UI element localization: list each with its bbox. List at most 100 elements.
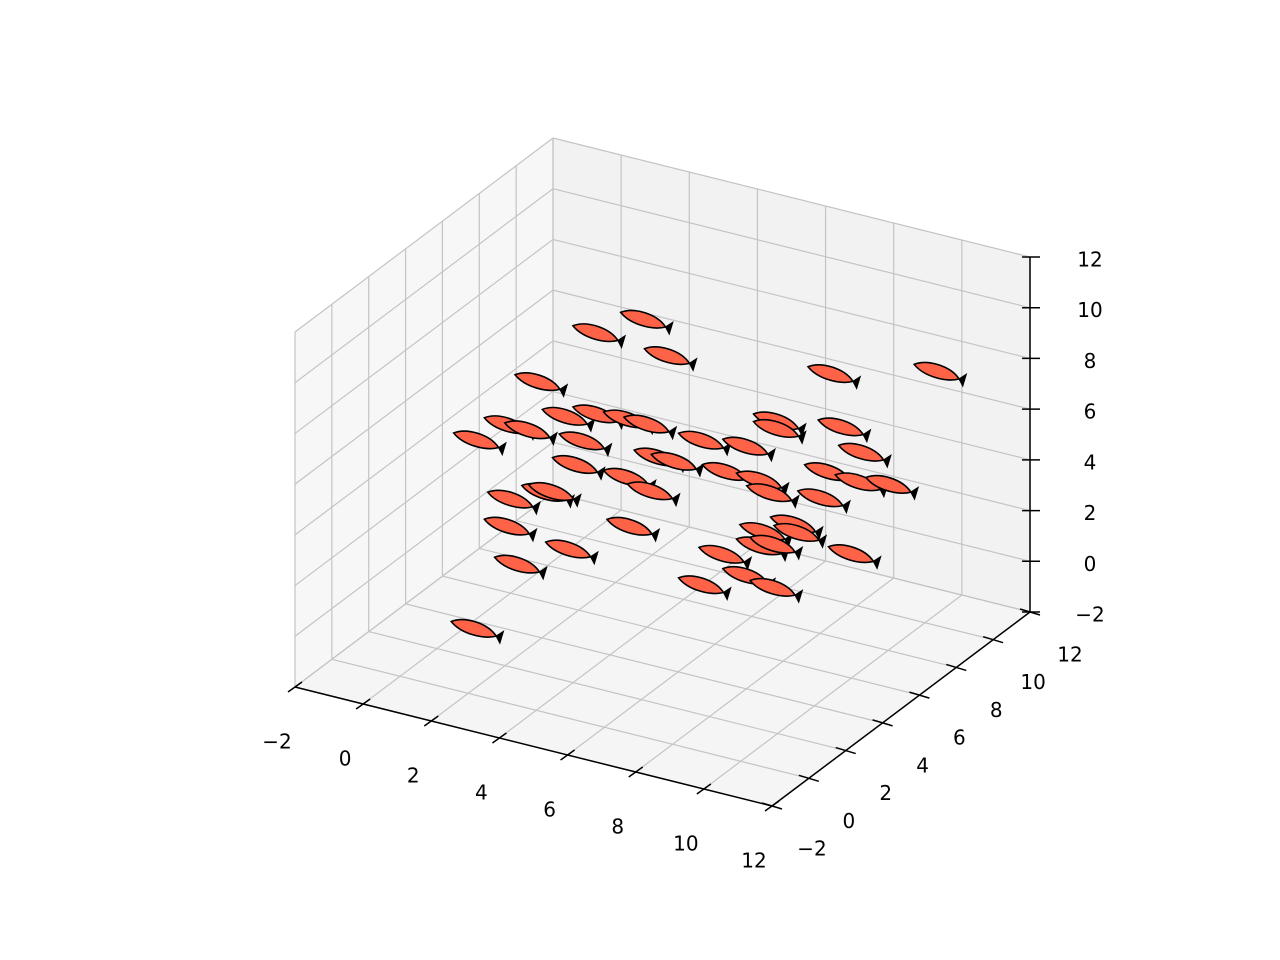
fish-tail bbox=[603, 442, 613, 458]
fish-tail bbox=[790, 494, 800, 509]
y-tick-label: −2 bbox=[797, 837, 826, 861]
fish-tail bbox=[882, 453, 892, 469]
fish-marker bbox=[513, 372, 569, 398]
fish-marker bbox=[745, 483, 800, 509]
fish-marker bbox=[721, 436, 776, 463]
fish-tail bbox=[722, 586, 732, 601]
fish-tail bbox=[794, 589, 804, 604]
fish-marker bbox=[571, 323, 627, 349]
z-tick-label: 4 bbox=[1084, 450, 1097, 474]
fish-tail bbox=[958, 372, 968, 388]
fish-tail bbox=[664, 320, 674, 336]
x-tick bbox=[423, 715, 439, 727]
grid-line bbox=[294, 441, 554, 637]
y-tick bbox=[946, 663, 967, 672]
x-tick-label: 2 bbox=[407, 764, 420, 788]
fish-marker bbox=[449, 618, 505, 645]
y-tick bbox=[835, 746, 856, 755]
y-tick-label: 12 bbox=[1057, 643, 1082, 667]
grid-line bbox=[294, 137, 554, 333]
y-tick bbox=[982, 635, 1004, 644]
fish-marker bbox=[558, 431, 613, 458]
fish-tail bbox=[495, 630, 505, 645]
x-tick bbox=[287, 681, 303, 693]
grid-line bbox=[479, 547, 957, 669]
y-tick-label: 8 bbox=[990, 698, 1003, 722]
fish-marker bbox=[796, 488, 851, 515]
fish-marker bbox=[837, 442, 892, 469]
fish-tail bbox=[651, 528, 661, 543]
fish-tail bbox=[671, 492, 681, 508]
fish-tail bbox=[586, 418, 596, 433]
fish-tail bbox=[688, 357, 698, 372]
fish-marker bbox=[503, 420, 558, 447]
fish-tail bbox=[910, 486, 920, 501]
fish-marker bbox=[544, 539, 599, 566]
grid-line bbox=[552, 238, 1031, 360]
fish-tail bbox=[872, 555, 882, 570]
fish-marker bbox=[452, 430, 507, 457]
grid-line bbox=[294, 340, 554, 536]
fish-tail bbox=[589, 550, 599, 566]
fish-marker bbox=[748, 577, 804, 604]
x-tick-label: 4 bbox=[475, 781, 488, 805]
grid-line bbox=[499, 543, 758, 739]
y-tick-label: 0 bbox=[842, 809, 855, 833]
grid-line bbox=[362, 509, 622, 705]
z-tick-label: 0 bbox=[1084, 552, 1097, 576]
fish-marker bbox=[912, 361, 968, 388]
x-tick-label: 10 bbox=[673, 832, 698, 856]
fish-tail bbox=[528, 527, 538, 543]
fish-marker bbox=[677, 430, 732, 457]
x-tick-label: 12 bbox=[741, 849, 766, 873]
z-tick-label: 8 bbox=[1084, 349, 1097, 373]
fish-tail bbox=[797, 422, 807, 438]
grid-line bbox=[552, 340, 1031, 461]
x-tick bbox=[696, 783, 712, 795]
fish-tail bbox=[695, 463, 705, 478]
z-tick-label: 10 bbox=[1077, 298, 1102, 322]
fish-tail bbox=[668, 425, 678, 441]
fish-tail bbox=[743, 556, 753, 571]
grid-line bbox=[368, 630, 846, 752]
fish-marker bbox=[748, 534, 804, 561]
fish-marker bbox=[605, 516, 661, 543]
x-tick bbox=[355, 698, 371, 710]
grid-line bbox=[294, 289, 554, 485]
x-tick bbox=[491, 732, 507, 744]
fish-marker bbox=[483, 516, 538, 543]
grid-line bbox=[442, 575, 920, 696]
fish-marker bbox=[527, 482, 582, 508]
fish-tail bbox=[814, 525, 824, 541]
fish-tail bbox=[617, 334, 627, 349]
grid-line bbox=[635, 577, 895, 773]
fish-marker bbox=[864, 474, 920, 501]
fish-tail bbox=[548, 431, 558, 447]
x-tick bbox=[560, 749, 576, 761]
fish-tail bbox=[722, 441, 732, 457]
y-tick-label: 10 bbox=[1020, 670, 1045, 694]
fish-marker bbox=[626, 481, 681, 508]
grid-line bbox=[294, 188, 554, 384]
z-tick-label: 12 bbox=[1077, 248, 1102, 272]
grid-line bbox=[405, 603, 883, 724]
fish-marker bbox=[493, 554, 548, 581]
fish-marker bbox=[697, 544, 753, 571]
y-tick-label: 2 bbox=[879, 781, 892, 805]
y-tick bbox=[909, 691, 930, 699]
fish-marker bbox=[816, 417, 872, 444]
fish-tail bbox=[538, 565, 548, 581]
x-tick-label: −2 bbox=[262, 730, 291, 754]
x-tick-label: 6 bbox=[543, 798, 556, 822]
grid-line bbox=[552, 188, 1031, 309]
fish-tail bbox=[818, 534, 828, 549]
fish-marker bbox=[677, 575, 732, 601]
fish-tail bbox=[797, 430, 807, 445]
fish-tail bbox=[862, 428, 872, 444]
fish-tail bbox=[572, 493, 582, 508]
fish-marker bbox=[650, 451, 705, 478]
fish-tail bbox=[841, 499, 851, 515]
fish-marker bbox=[806, 364, 862, 390]
grid-line bbox=[703, 594, 963, 790]
fish-marker bbox=[540, 406, 596, 433]
